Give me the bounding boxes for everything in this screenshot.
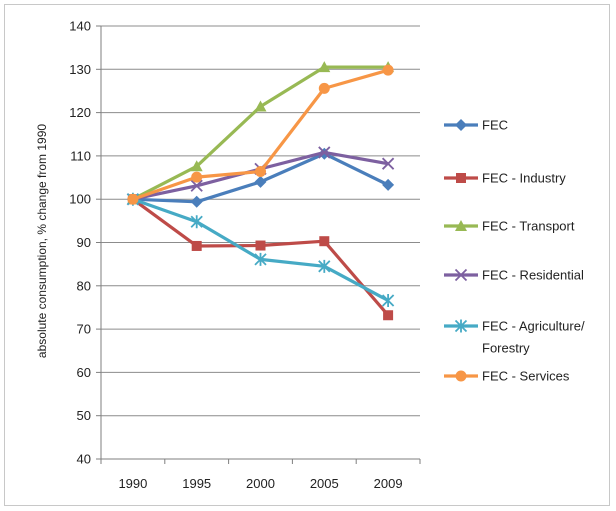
legend-label: FEC [482, 118, 508, 133]
data-point-fec-transport [318, 61, 331, 73]
data-point-fec-services [318, 82, 330, 94]
data-point-fec-agriculture-forestry [381, 294, 395, 308]
y-tick-label: 100 [69, 192, 91, 207]
chart-frame [4, 4, 610, 506]
series-fec-services [127, 64, 394, 205]
data-point-fec-industry [383, 310, 394, 321]
y-axis-label: absolute consumption, % change from 1990 [35, 124, 49, 358]
legend: FEC FEC - Industry FEC - Transport FEC - Re… [444, 118, 585, 384]
y-tick-label: 120 [69, 105, 91, 120]
y-tick-labels: 40 50 60 70 80 90 100 110 120 130 140 [69, 19, 91, 467]
legend-entry-fec-industry: FEC - Industry [444, 171, 566, 186]
x-tick-label: 1990 [118, 476, 147, 491]
data-point-fec-agriculture-forestry [190, 215, 203, 229]
data-point-fec-services [255, 165, 266, 177]
data-point-fec-residential [190, 179, 203, 192]
legend-label: FEC - Transport [482, 219, 575, 234]
x-tick-label: 2009 [374, 476, 403, 491]
gridlines [101, 25, 420, 417]
y-tick-label: 50 [77, 408, 91, 423]
data-point-fec [254, 175, 267, 188]
data-point-fec-services [191, 171, 203, 183]
data-point-fec-residential [318, 146, 331, 159]
legend-swatch-marker [454, 319, 468, 333]
legend-entry-fec-agriculture-forestry: FEC - Agriculture/Forestry [444, 319, 585, 356]
y-tick-label: 90 [77, 235, 91, 250]
data-point-fec-industry [255, 240, 266, 251]
data-point-fec-agriculture-forestry [318, 259, 331, 273]
legend-label: Forestry [482, 341, 530, 356]
y-tick-label: 70 [77, 322, 91, 337]
data-point-fec-services [382, 64, 394, 76]
y-tick-label: 80 [77, 278, 91, 293]
data-point-fec-transport [190, 160, 203, 172]
legend-swatch-marker [455, 370, 467, 382]
x-tick-label: 1995 [182, 476, 211, 491]
data-point-fec-residential [381, 157, 395, 170]
legend-entry-fec: FEC [444, 118, 508, 133]
legend-entry-fec-residential: FEC - Residential [444, 268, 584, 283]
x-tick-label: 2005 [310, 476, 339, 491]
legend-entry-fec-services: FEC - Services [444, 369, 570, 384]
legend-entry-fec-transport: FEC - Transport [444, 219, 575, 234]
axes [96, 25, 421, 464]
legend-label: FEC - Services [482, 369, 570, 384]
data-point-fec-services [127, 193, 139, 205]
y-tick-label: 130 [69, 62, 91, 77]
legend-label: FEC - Residential [482, 268, 584, 283]
legend-swatch-marker [455, 220, 467, 231]
data-point-fec-agriculture-forestry [254, 252, 267, 266]
data-point-fec-industry [191, 240, 202, 251]
x-tick-labels: 1990 1995 2000 2005 2009 [118, 476, 402, 491]
data-point-fec [382, 178, 395, 191]
legend-swatch-marker [455, 119, 467, 131]
legend-swatch-marker [454, 268, 468, 282]
legend-label: FEC - Agriculture/ [482, 319, 585, 334]
y-tick-label: 140 [69, 19, 91, 34]
y-tick-label: 110 [70, 148, 91, 163]
y-tick-label: 40 [77, 452, 91, 467]
x-tick-label: 2000 [246, 476, 275, 491]
series-lines [126, 61, 395, 321]
legend-label: FEC - Industry [482, 171, 566, 186]
data-point-fec-industry [319, 236, 330, 247]
y-tick-label: 60 [77, 365, 91, 380]
data-point-fec [190, 195, 203, 208]
data-point-fec-transport [254, 100, 267, 112]
legend-swatch-marker [456, 173, 466, 183]
